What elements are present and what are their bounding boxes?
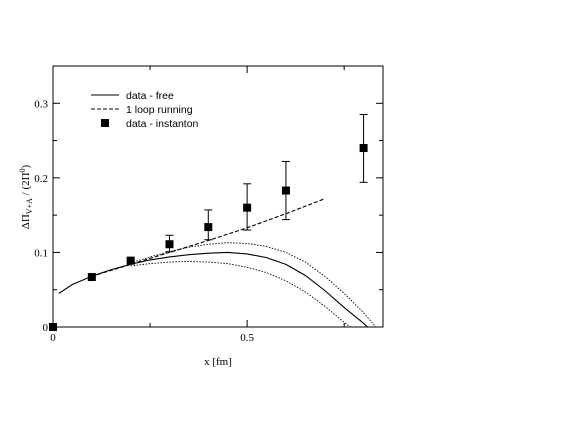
legend-label-0: data - free <box>126 90 174 102</box>
axis-tick-labels: 0 0.5 0 0.1 0.2 0.3 <box>34 98 254 344</box>
chart-curves <box>58 198 377 327</box>
x-tick-label-0: 0 <box>50 332 56 344</box>
y-tick-label-0: 0 <box>43 322 49 334</box>
y-tick-label-1: 0.1 <box>34 247 48 259</box>
data-point-4 <box>204 223 213 232</box>
plot-frame <box>52 65 384 328</box>
axis-ticks <box>52 66 383 328</box>
x-tick-label-1: 0.5 <box>240 332 254 344</box>
y-tick-label-3: 0.3 <box>34 98 48 110</box>
series-line-solid-0 <box>58 251 369 327</box>
legend-marker-2 <box>101 119 109 127</box>
x-axis-title: x [fm] <box>204 356 232 368</box>
chart-error-bars <box>165 113 368 253</box>
data-point-6 <box>281 186 290 195</box>
series-line-dotted-1 <box>130 242 377 327</box>
data-point-7 <box>359 144 368 153</box>
data-point-3 <box>165 240 174 249</box>
legend: data - free 1 loop running data - instanto… <box>91 90 199 130</box>
series-line-dotted-2 <box>130 260 352 327</box>
y-tick-label-2: 0.2 <box>34 173 48 185</box>
data-point-1 <box>87 273 96 282</box>
legend-label-1: 1 loop running <box>126 104 193 116</box>
series-line-dashed-3 <box>91 198 325 277</box>
data-point-2 <box>126 256 135 265</box>
legend-label-2: data - instanton <box>126 118 199 130</box>
data-point-5 <box>243 203 252 212</box>
y-axis-title: ΔΠV+A / (2Π0) <box>18 164 34 229</box>
